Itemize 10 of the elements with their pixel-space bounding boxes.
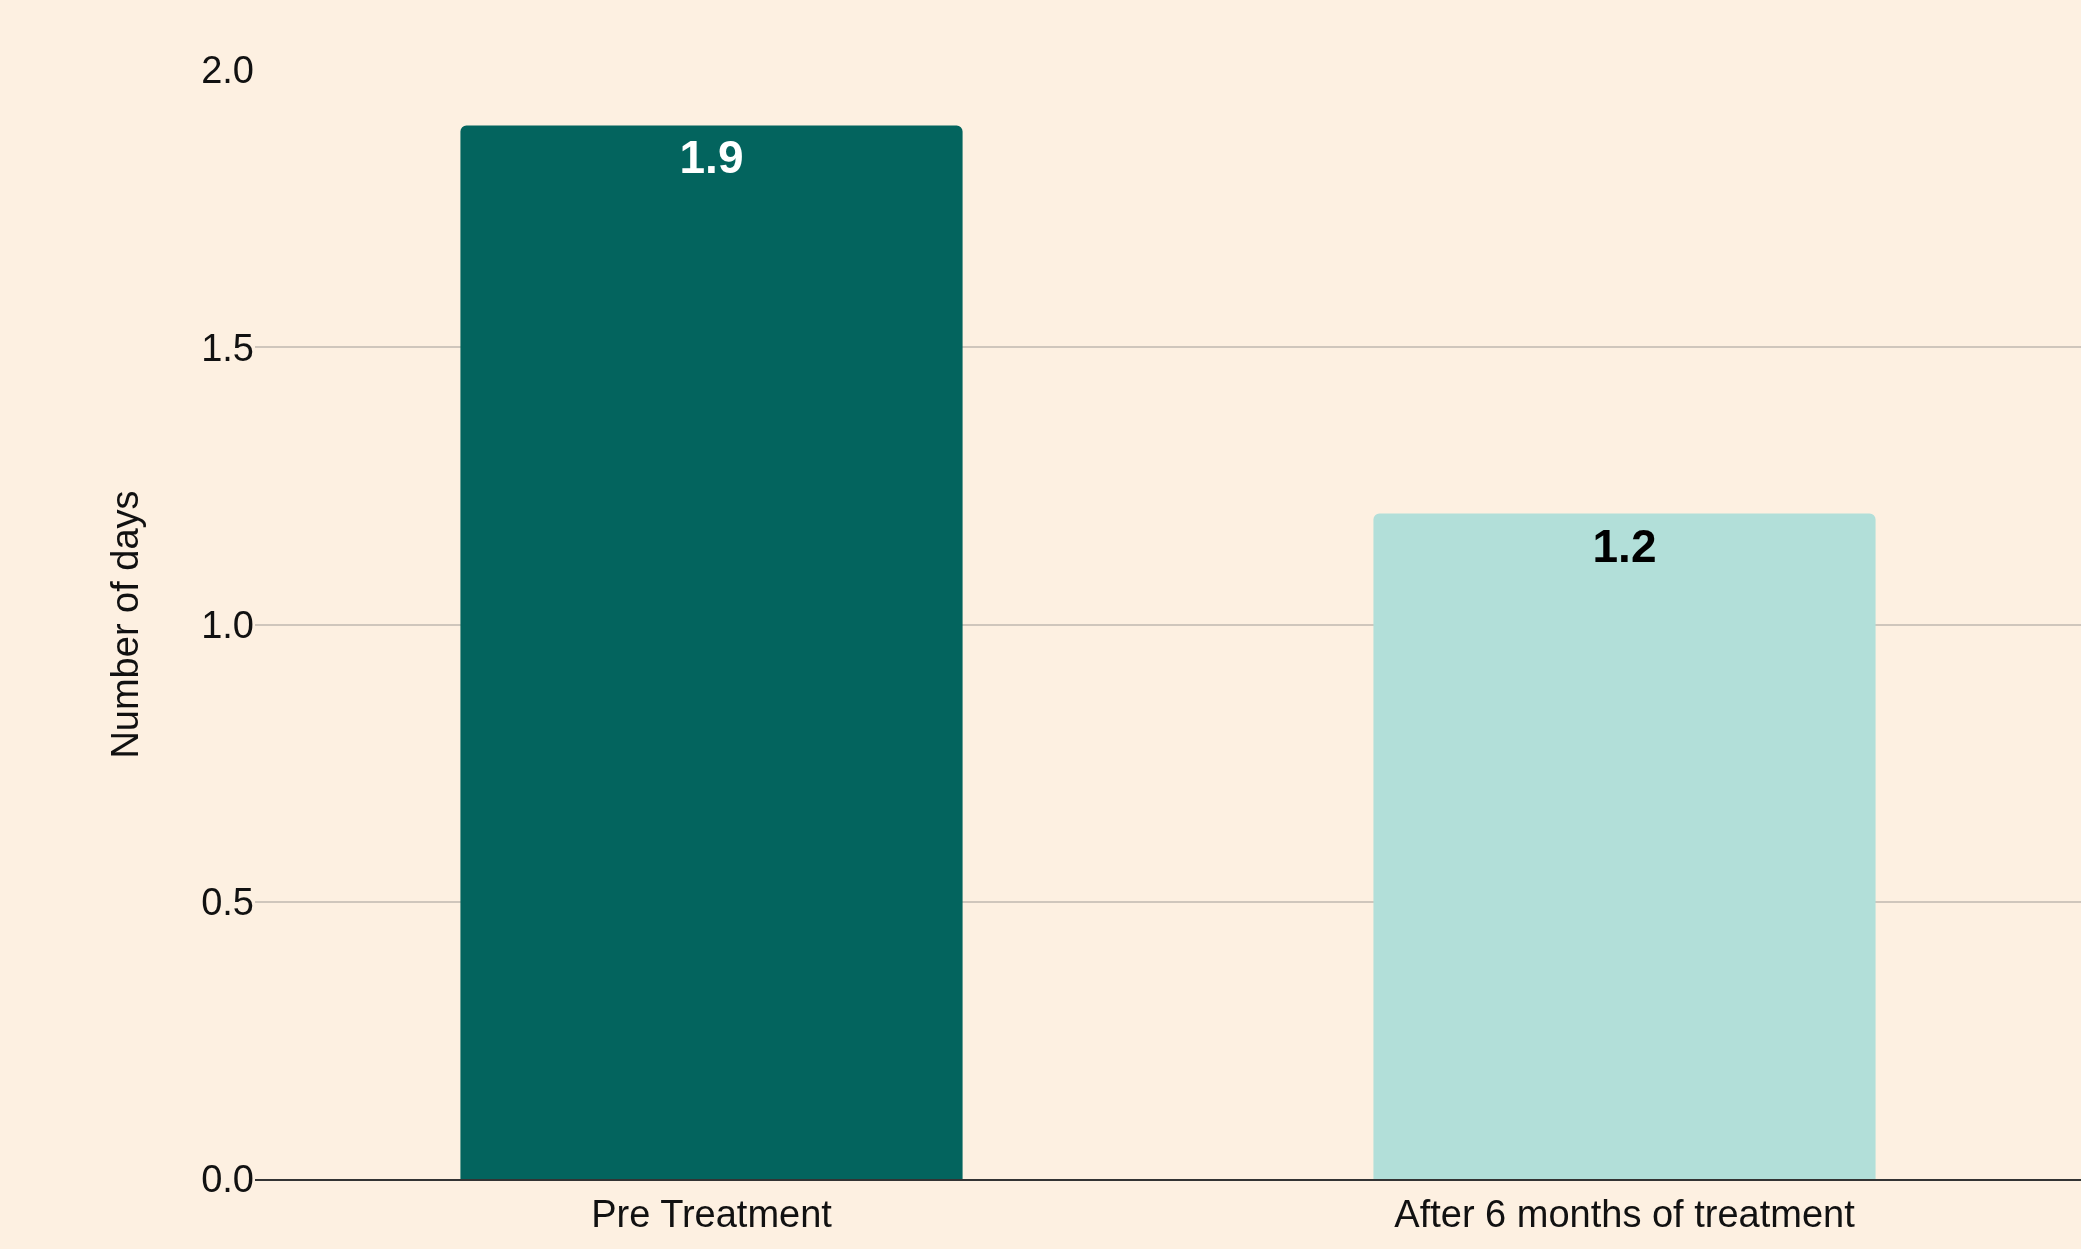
y-axis-title: Number of days [104,490,147,759]
data-label: 1.9 [679,131,744,184]
data-label: 1.2 [1592,519,1657,572]
y-tick-label: 2.0 [201,49,254,92]
x-tick-label: Pre Treatment [591,1192,833,1235]
y-tick-label: 1.0 [201,603,254,646]
y-tick-label: 0.5 [201,881,254,924]
x-tick-label: After 6 months of treatment [1394,1192,1856,1235]
y-tick-label: 0.0 [201,1158,254,1201]
y-tick-label: 1.5 [201,326,254,369]
